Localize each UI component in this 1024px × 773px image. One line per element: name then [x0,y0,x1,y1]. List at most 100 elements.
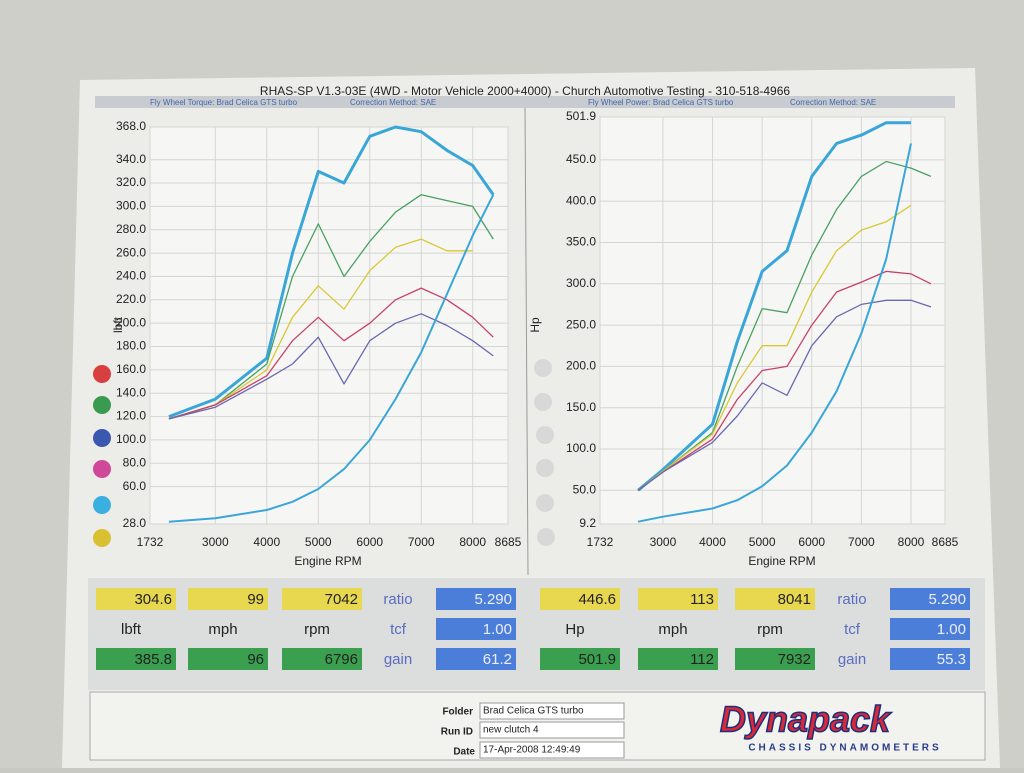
table-label: ratio [383,591,412,608]
legend-dot [536,459,554,477]
brand: Dynapack [720,699,892,740]
plot-area [149,126,509,525]
y-tick-label: 160.0 [116,362,146,376]
y-tick-label: 450.0 [566,152,596,166]
y-tick-label: 220.0 [116,292,146,306]
x-tick-label: 5000 [749,535,776,549]
y-tick-label: 60.0 [123,479,147,493]
y-tick-label: 150.0 [566,400,596,414]
divider [524,107,529,576]
table-value: 113 [690,591,714,608]
y-tick-label: 140.0 [116,385,146,399]
footer-value: new clutch 4 [483,725,539,736]
table-value: 96 [247,651,264,668]
legend-dot [93,529,111,547]
table-value: 112 [690,651,714,668]
table-label: gain [838,651,866,668]
x-tick-label: 8000 [459,535,486,549]
table-cell [540,648,620,670]
y-tick-label: 280.0 [116,222,146,236]
x-axis-label: Engine RPM [294,554,361,568]
x-tick-label: 1732 [137,535,164,549]
y-tick-label: 240.0 [116,269,146,283]
table-value: 55.3 [937,651,966,668]
x-tick-label: 8685 [495,535,522,549]
table-cell [282,588,362,610]
series-line [168,125,495,419]
legend-dot [93,496,111,514]
table-value: 61.2 [483,651,512,668]
x-tick-label: 3000 [650,535,677,549]
legend-dot [93,460,111,478]
x-tick-label: 5000 [305,535,332,549]
note: Fly Wheel Power: Brad Celica GTS turbo [588,98,734,107]
y-tick-label: 250.0 [566,317,596,331]
table-value: 385.8 [134,651,172,668]
series-line [637,270,932,491]
field [479,702,625,720]
y-axis-label: Hp [528,317,542,333]
series-line [168,287,494,420]
series-line [168,238,473,420]
header-band [95,96,955,108]
legend-dot [93,429,111,447]
table-value: 304.6 [134,591,172,608]
y-tick-label: 260.0 [116,245,146,259]
x-tick-label: 6000 [356,535,383,549]
table-cell [540,588,620,610]
x-axis-label: Engine RPM [748,554,815,568]
series-line [637,121,911,492]
y-tick-label: 28.0 [123,516,147,530]
y-tick-label: 501.9 [566,109,596,123]
legend-dots [93,359,555,547]
note: Correction Method: SAE [350,98,436,107]
table-cell [890,648,970,670]
y-tick-label: 200.0 [116,315,146,329]
field [479,721,625,739]
table-cell [188,648,268,670]
x-tick-label: 4000 [253,535,280,549]
y-tick-label: 400.0 [566,193,596,207]
table-value: 1.00 [937,621,966,638]
table-label: Hp [565,621,584,638]
series-line [637,160,932,491]
footer-value: 17-Apr-2008 12:49:49 [483,745,581,756]
series-line [637,299,932,491]
table-label: tcf [390,621,407,638]
footer-value: Brad Celica GTS turbo [483,706,584,717]
legend-dot [93,396,111,414]
table-label: lbft [121,621,142,638]
table-value: 6796 [325,651,358,668]
table-cell [638,588,718,610]
table-value: 8041 [778,591,811,608]
y-tick-label: 100.0 [566,441,596,455]
table-label: tcf [844,621,861,638]
y-tick-label: 320.0 [116,175,146,189]
x-tick-label: 4000 [699,535,726,549]
table-cell [436,588,516,610]
table-cell [890,618,970,640]
legend-dot [536,426,554,444]
table-cell [436,618,516,640]
table-value: 7932 [778,651,811,668]
x-tick-label: 8685 [932,535,959,549]
series-line [637,143,912,523]
field [479,741,625,759]
table-value: 5.290 [474,591,512,608]
x-tick-label: 7000 [848,535,875,549]
note: Correction Method: SAE [790,98,876,107]
x-tick-label: 7000 [408,535,435,549]
table-cell [890,588,970,610]
y-tick-label: 300.0 [566,276,596,290]
note: Fly Wheel Torque: Brad Celica GTS turbo [150,98,298,107]
series-line [637,204,912,491]
table-value: 5.290 [928,591,966,608]
table-cell [436,648,516,670]
table-label: rpm [757,621,783,638]
table-value: 501.9 [578,651,616,668]
legend-dot [536,494,554,512]
series-line [168,313,494,420]
y-tick-label: 300.0 [116,199,146,213]
table-cell [96,648,176,670]
